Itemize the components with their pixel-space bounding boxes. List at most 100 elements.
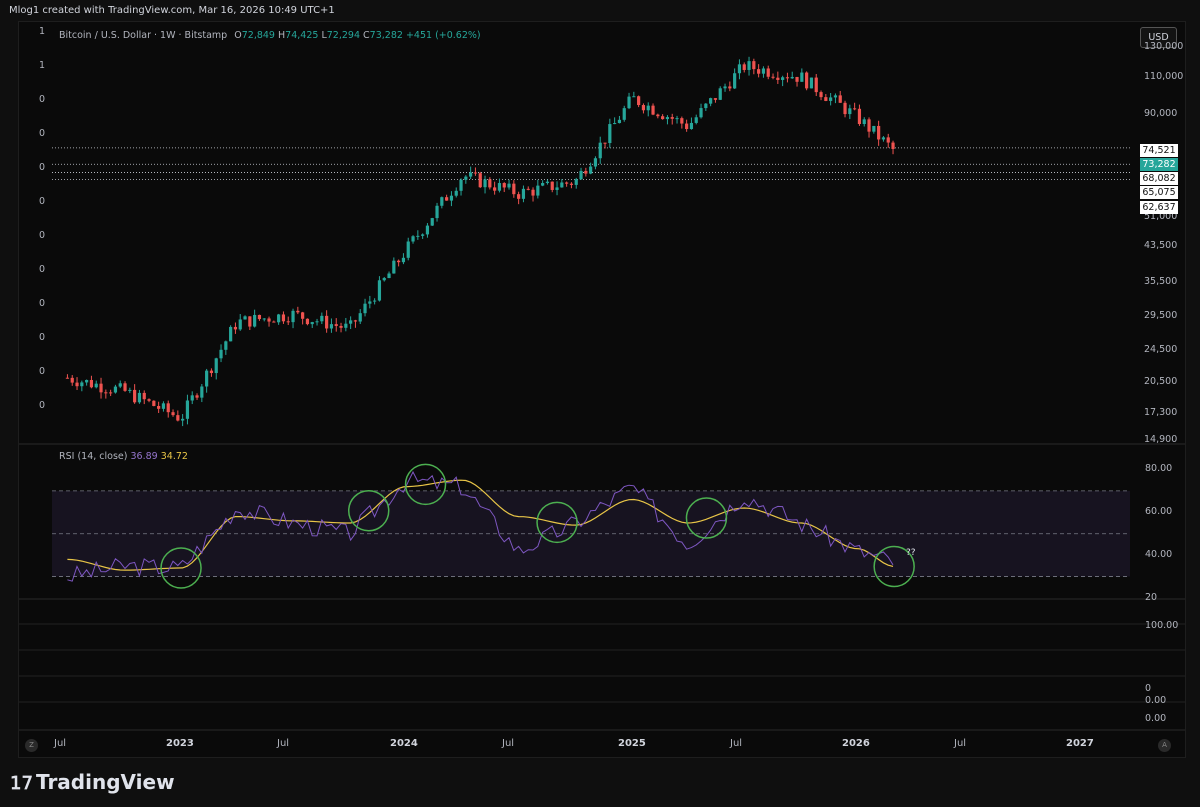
rsi-axis-label: 80.00 (1145, 463, 1173, 475)
candle-body (507, 183, 511, 188)
candle-body (339, 325, 343, 328)
candle-body (800, 72, 804, 82)
candle-body (99, 383, 103, 393)
candle-body (166, 403, 170, 413)
change-value: +451 (+0.62%) (405, 30, 481, 41)
lower-axis-label: 100.00 (1145, 620, 1179, 631)
candle-body (608, 124, 612, 144)
price-axis-label: 43,500 (1144, 239, 1178, 251)
candle-body (838, 95, 842, 103)
candle-body (560, 182, 564, 188)
rsi-ma-line (67, 479, 894, 571)
symbol-name: Bitcoin / U.S. Dollar · 1W · Bitstamp (59, 30, 228, 41)
candle-body (713, 98, 718, 100)
candle-body (853, 108, 857, 110)
candle-body (229, 326, 233, 342)
candle-body (862, 119, 866, 125)
close-label: C (363, 30, 370, 41)
candle-body (709, 98, 713, 104)
candle-body (565, 182, 569, 184)
candle-body (243, 316, 247, 320)
brand-name: TradingView (36, 770, 175, 794)
candle-body (752, 61, 756, 70)
candle-body (886, 137, 890, 143)
candle-body (190, 395, 194, 401)
candle-body (493, 187, 497, 191)
candle-body (349, 320, 353, 324)
candle-body (459, 179, 463, 191)
candle-body (152, 400, 156, 406)
highlight-circle (685, 497, 728, 539)
price-tag: 68,082 (1140, 172, 1178, 185)
candle-body (113, 386, 118, 393)
left-scale-label: 0 (39, 400, 46, 411)
candle-body (430, 218, 434, 226)
candle-body (272, 321, 276, 323)
candle-body (291, 310, 295, 323)
candle-body (238, 319, 242, 330)
candle-body (872, 125, 876, 132)
candle-body (699, 108, 703, 118)
candle-body (555, 187, 559, 190)
candle-body (157, 405, 161, 409)
candle-body (421, 234, 425, 236)
price-tag: 74,521 (1140, 144, 1178, 157)
left-scale-label: 0 (39, 332, 46, 343)
candle-body (617, 119, 622, 124)
candle-body (857, 108, 862, 125)
candle-body (646, 105, 650, 111)
lower-axis-label: 0.00 (1145, 713, 1167, 724)
candle-body (262, 318, 266, 320)
price-axis-label: 24,500 (1144, 343, 1178, 355)
rsi-axis-label: 60.00 (1145, 506, 1173, 518)
rsi-plot (67, 470, 894, 582)
candle-body (301, 312, 305, 319)
candle-body (224, 341, 228, 350)
candle-body (723, 86, 727, 89)
candle-body (142, 392, 146, 400)
candle-body (531, 189, 535, 196)
currency-button[interactable]: USD (1140, 27, 1177, 48)
candle-body (665, 117, 670, 120)
candle-body (877, 125, 881, 140)
candle-body (637, 96, 641, 106)
candle-body (829, 97, 833, 101)
candle-body (694, 117, 698, 123)
low-value: 72,294 (326, 30, 360, 41)
candle-body (497, 183, 502, 191)
candle-body (589, 166, 593, 174)
candle-body (440, 197, 444, 206)
candle-body (181, 418, 185, 421)
candle-body (320, 315, 324, 322)
candle-body (401, 257, 406, 263)
candle-body (632, 96, 636, 98)
candle-body (795, 76, 799, 82)
candle-body (392, 260, 396, 274)
candle-body (171, 412, 175, 416)
candle-body (819, 92, 823, 98)
chart-created-line: Mlog1 created with TradingView.com, Mar … (9, 5, 335, 16)
candle-body (622, 108, 626, 120)
candle-body (310, 322, 314, 325)
candle-body (464, 176, 468, 180)
candle-body (435, 205, 439, 219)
zoom-toggle-icon[interactable]: Z (25, 739, 38, 752)
candle-body (790, 76, 794, 79)
candle-body (137, 392, 142, 403)
candle-body (483, 179, 487, 188)
candle-body (286, 321, 290, 323)
candle-body (891, 142, 895, 149)
candle-body (809, 77, 814, 89)
candle-body (75, 382, 79, 387)
price-axis-label: 51,000 (1144, 210, 1178, 222)
candle-body (377, 280, 382, 301)
candles (65, 56, 895, 427)
rsi-line (67, 470, 894, 582)
candle-body (128, 389, 132, 391)
high-label: H (278, 30, 286, 41)
candle-body (776, 77, 780, 80)
candle-body (277, 314, 281, 323)
candle-body (65, 377, 70, 379)
auto-scale-icon[interactable]: A (1158, 739, 1171, 752)
